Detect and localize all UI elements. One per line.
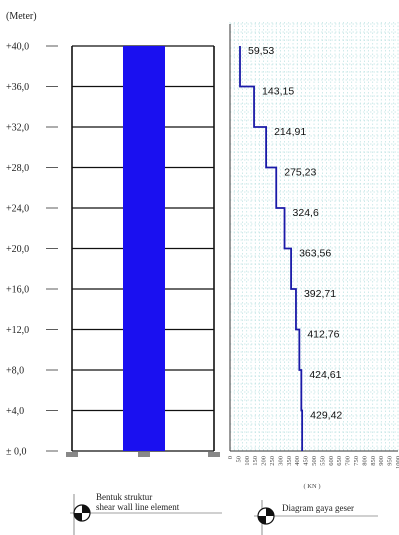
x-tick-label: 650 — [336, 456, 343, 466]
elevation-label: +4,0 — [6, 406, 24, 417]
x-tick-label: 850 — [370, 456, 377, 466]
x-tick-label: 900 — [378, 456, 385, 466]
x-tick-label: 550 — [319, 456, 326, 466]
elevation-label: +16,0 — [6, 285, 29, 296]
x-tick-label: 100 — [244, 456, 251, 466]
shear-value-label: 324,6 — [293, 207, 319, 219]
shear-diagram: 59,53 143,15 214,91 275,23 324,6 363,56 392,71… — [229, 24, 398, 452]
x-tick-label: 600 — [328, 456, 335, 466]
left-caption: Bentuk struktur shear wall line element — [70, 492, 222, 535]
x-tick-label: 300 — [277, 456, 284, 466]
shear-value-label: 143,15 — [262, 86, 294, 98]
elevation-label: +20,0 — [6, 244, 29, 255]
shear-value-label: 363,56 — [299, 248, 331, 260]
x-tick-label: 450 — [303, 456, 310, 466]
x-tick-label: 200 — [261, 456, 268, 466]
structure-frame — [71, 45, 215, 452]
x-tick-label: 400 — [294, 456, 301, 466]
left-caption-line1: Bentuk struktur — [96, 492, 152, 502]
left-caption-line2: shear wall line element — [96, 502, 180, 512]
support-bases — [66, 452, 220, 457]
x-tick-label: 950 — [387, 456, 394, 466]
shear-value-label: 392,71 — [304, 288, 336, 300]
shear-value-label: 275,23 — [284, 167, 316, 179]
shear-step-line — [239, 46, 304, 451]
elevation-label: +36,0 — [6, 82, 29, 93]
x-tick-label: 750 — [353, 456, 360, 466]
shear-value-label: 412,76 — [307, 329, 339, 341]
x-tick-label: 0 — [227, 456, 234, 459]
elevation-label: +24,0 — [6, 204, 29, 215]
elevation-label: +8,0 — [6, 366, 24, 377]
right-caption: Diagram gaya geser — [254, 500, 378, 535]
elevation-labels: +40,0 +36,0 +32,0 +28,0 +24,0 +20,0 +16,0 +12,0… — [6, 42, 58, 458]
shear-value-label: 59,53 — [248, 45, 274, 57]
elevation-label: +40,0 — [6, 42, 29, 53]
x-tick-label: 150 — [252, 456, 259, 466]
shear-value-label: 214,91 — [274, 126, 306, 138]
x-tick-label: 350 — [286, 456, 293, 466]
x-tick-label: 1000 — [395, 456, 399, 469]
shear-wall — [123, 46, 165, 451]
x-tick-label: 800 — [361, 456, 368, 466]
support-base — [66, 452, 78, 457]
elevation-label: +28,0 — [6, 163, 29, 174]
support-base — [208, 452, 220, 457]
support-base — [138, 452, 150, 457]
shear-value-label: 429,42 — [310, 410, 342, 422]
elevation-label: ± 0,0 — [6, 447, 27, 458]
elevation-label: +12,0 — [6, 325, 29, 336]
x-axis-ticks: 0 50 100 150 200 250 300 350 400 450 500 550 600 650 7… — [227, 456, 399, 469]
x-axis-unit: ( KN ) — [304, 483, 321, 490]
right-caption-text: Diagram gaya geser — [282, 503, 354, 513]
elevation-label: +32,0 — [6, 123, 29, 134]
unit-label: (Meter) — [6, 11, 37, 22]
x-tick-label: 500 — [311, 456, 318, 466]
x-tick-label: 250 — [269, 456, 276, 466]
shear-value-label: 424,61 — [309, 369, 341, 381]
x-tick-label: 700 — [345, 456, 352, 466]
x-tick-label: 50 — [235, 456, 242, 463]
diagram-grid — [229, 22, 399, 451]
